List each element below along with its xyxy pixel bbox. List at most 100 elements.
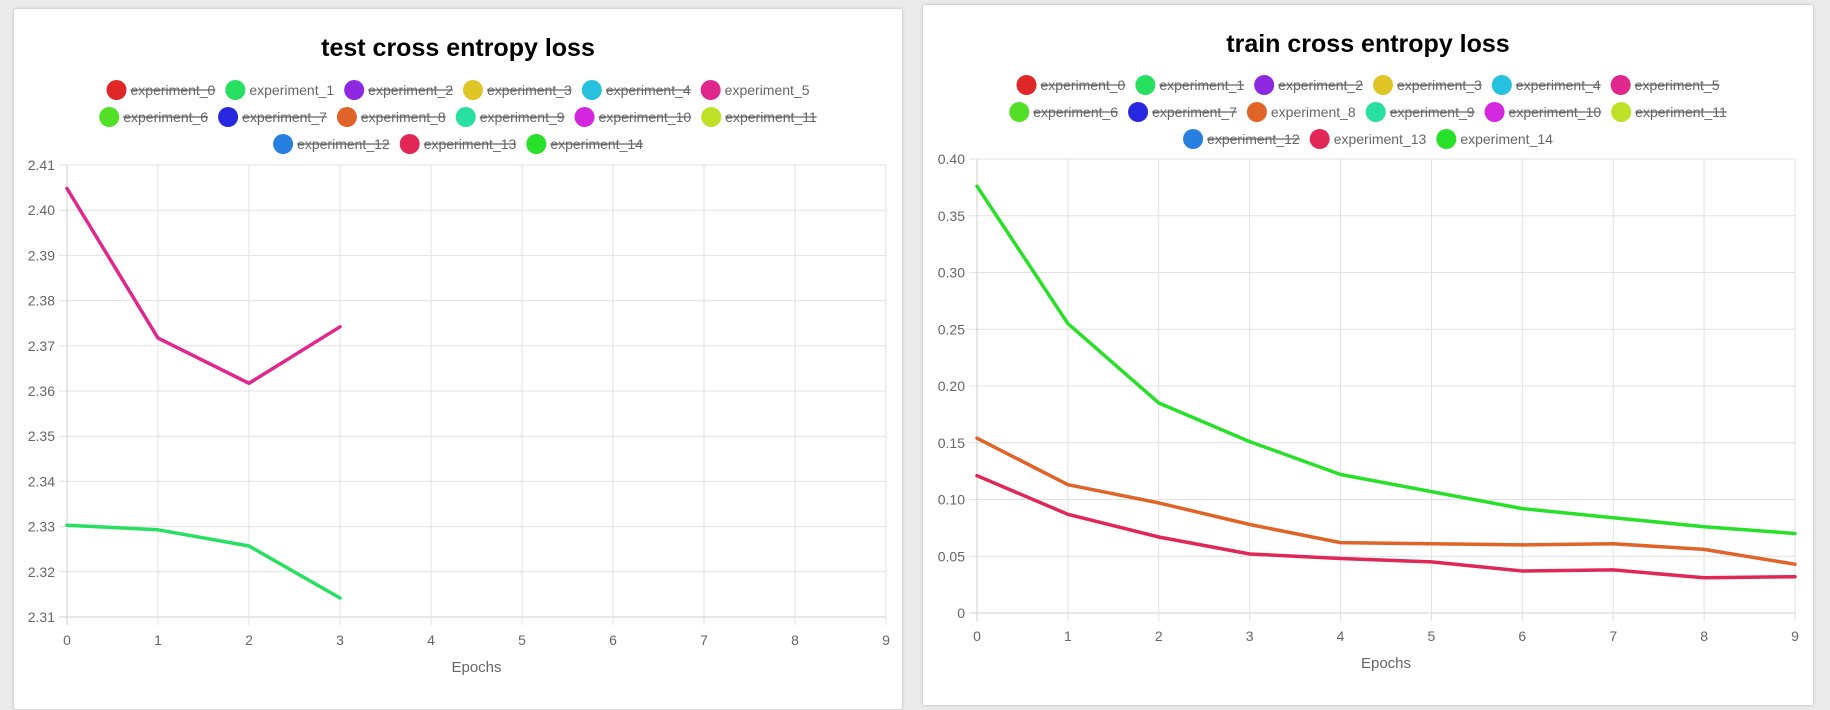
legend-swatch	[336, 107, 357, 127]
x-tick-label: 0	[973, 628, 981, 644]
legend-label: experiment_13	[1334, 131, 1427, 147]
x-tick-label: 8	[1700, 628, 1708, 644]
y-tick-label: 2.32	[28, 564, 55, 580]
legend-swatch	[581, 80, 602, 100]
legend-item[interactable]: experiment_4	[1491, 75, 1601, 95]
legend-item[interactable]: experiment_1	[1135, 75, 1244, 95]
test-loss-chart-panel: test cross entropy loss experiment_0 exper…	[13, 8, 903, 710]
legend-item[interactable]: experiment_0	[106, 80, 216, 100]
y-tick-label: 2.38	[28, 293, 55, 309]
y-tick-label: 2.40	[28, 202, 55, 218]
legend-item[interactable]: experiment_9	[455, 107, 565, 127]
x-tick-label: 2	[245, 632, 253, 648]
x-tick-label: 4	[427, 632, 435, 648]
legend-item[interactable]: experiment_12	[1183, 129, 1300, 149]
y-tick-label: 0.25	[938, 321, 965, 337]
legend-swatch	[1128, 102, 1149, 122]
y-tick-label: 0.15	[938, 435, 965, 451]
train-loss-chart-panel: train cross entropy loss experiment_0 expe…	[922, 4, 1814, 706]
legend-swatch	[273, 134, 294, 154]
legend-item[interactable]: experiment_1	[225, 80, 334, 100]
x-tick-label: 8	[791, 632, 799, 648]
x-tick-label: 1	[154, 632, 162, 648]
y-tick-label: 2.39	[28, 247, 55, 263]
y-tick-label: 0.30	[938, 265, 965, 281]
legend-label: experiment_5	[725, 82, 810, 98]
legend-item[interactable]: experiment_2	[1254, 75, 1363, 95]
legend-swatch	[1009, 102, 1030, 122]
legend-label: experiment_1	[249, 82, 334, 98]
legend-item[interactable]: experiment_12	[273, 134, 390, 154]
legend-swatch	[1254, 75, 1275, 95]
legend-item[interactable]: experiment_14	[1436, 129, 1553, 149]
legend-item[interactable]: experiment_13	[399, 134, 517, 154]
legend-swatch	[574, 107, 595, 127]
legend-swatch	[1373, 75, 1393, 95]
legend-item[interactable]: experiment_0	[1016, 75, 1126, 95]
series-line-experiment-8	[975, 436, 1797, 566]
legend-swatch	[1135, 75, 1156, 95]
chart-title: test cross entropy loss	[321, 34, 595, 62]
legend-item[interactable]: experiment_10	[574, 107, 692, 127]
y-tick-label: 2.41	[28, 157, 55, 173]
legend-swatch	[526, 134, 547, 154]
legend-swatch	[455, 107, 476, 127]
series-line-experiment-14	[975, 184, 1797, 536]
legend-item[interactable]: experiment_9	[1365, 102, 1475, 122]
legend-item[interactable]: experiment_8	[1246, 102, 1356, 122]
legend-swatch	[344, 80, 365, 100]
y-tick-label: 0	[957, 605, 965, 621]
legend-swatch	[399, 134, 420, 154]
legend-swatch	[1246, 102, 1267, 122]
legend-item[interactable]: experiment_3	[1373, 75, 1482, 95]
x-tick-label: 1	[1064, 628, 1072, 644]
y-tick-label: 0.05	[938, 548, 965, 564]
legend-item[interactable]: experiment_8	[336, 107, 446, 127]
legend-item[interactable]: experiment_2	[344, 80, 453, 100]
x-tick-label: 6	[1518, 628, 1526, 644]
legend-item[interactable]: experiment_14	[526, 134, 643, 154]
legend-item[interactable]: experiment_7	[218, 107, 327, 127]
legend-item[interactable]: experiment_10	[1484, 102, 1602, 122]
legend-item[interactable]: experiment_6	[1009, 102, 1118, 122]
legend-swatch	[1309, 129, 1330, 149]
y-tick-label: 2.33	[28, 519, 55, 535]
legend-swatch	[1484, 102, 1505, 122]
legend-swatch	[1611, 102, 1632, 122]
x-tick-label: 6	[609, 632, 617, 648]
y-tick-label: 2.31	[28, 609, 55, 625]
x-tick-label: 0	[63, 632, 71, 648]
x-tick-label: 3	[336, 632, 344, 648]
y-tick-label: 2.35	[28, 428, 55, 444]
legend-item[interactable]: experiment_5	[1610, 75, 1720, 95]
legend-swatch	[1436, 129, 1457, 149]
legend-item[interactable]: experiment_11	[701, 107, 817, 127]
legend-item[interactable]: experiment_3	[463, 80, 572, 100]
x-tick-label: 5	[518, 632, 526, 648]
legend-swatch	[1365, 102, 1386, 122]
legend-swatch	[700, 80, 721, 100]
series-line-experiment-1	[65, 523, 342, 600]
legend-swatch	[463, 80, 483, 100]
x-tick-label: 4	[1337, 628, 1345, 644]
legend-item[interactable]: experiment_4	[581, 80, 691, 100]
x-tick-label: 2	[1155, 628, 1163, 644]
legend-item[interactable]: experiment_5	[700, 80, 810, 100]
legend-item[interactable]: experiment_13	[1309, 129, 1427, 149]
y-tick-label: 0.10	[938, 492, 965, 508]
legend-swatch	[1491, 75, 1512, 95]
legend-item[interactable]: experiment_11	[1611, 102, 1727, 122]
x-tick-label: 9	[1791, 628, 1799, 644]
x-axis-label: Epochs	[1361, 655, 1411, 672]
series-line-experiment-5	[65, 186, 342, 386]
legend-swatch	[225, 80, 246, 100]
legend-label: experiment_14	[1460, 131, 1553, 147]
legend-label: experiment_8	[1271, 104, 1356, 120]
y-tick-label: 2.34	[28, 473, 55, 489]
x-tick-label: 9	[882, 632, 890, 648]
y-tick-label: 2.37	[28, 338, 55, 354]
legend-item[interactable]: experiment_6	[99, 107, 208, 127]
legend-swatch	[701, 107, 722, 127]
legend-swatch	[1183, 129, 1204, 149]
legend-item[interactable]: experiment_7	[1128, 102, 1237, 122]
